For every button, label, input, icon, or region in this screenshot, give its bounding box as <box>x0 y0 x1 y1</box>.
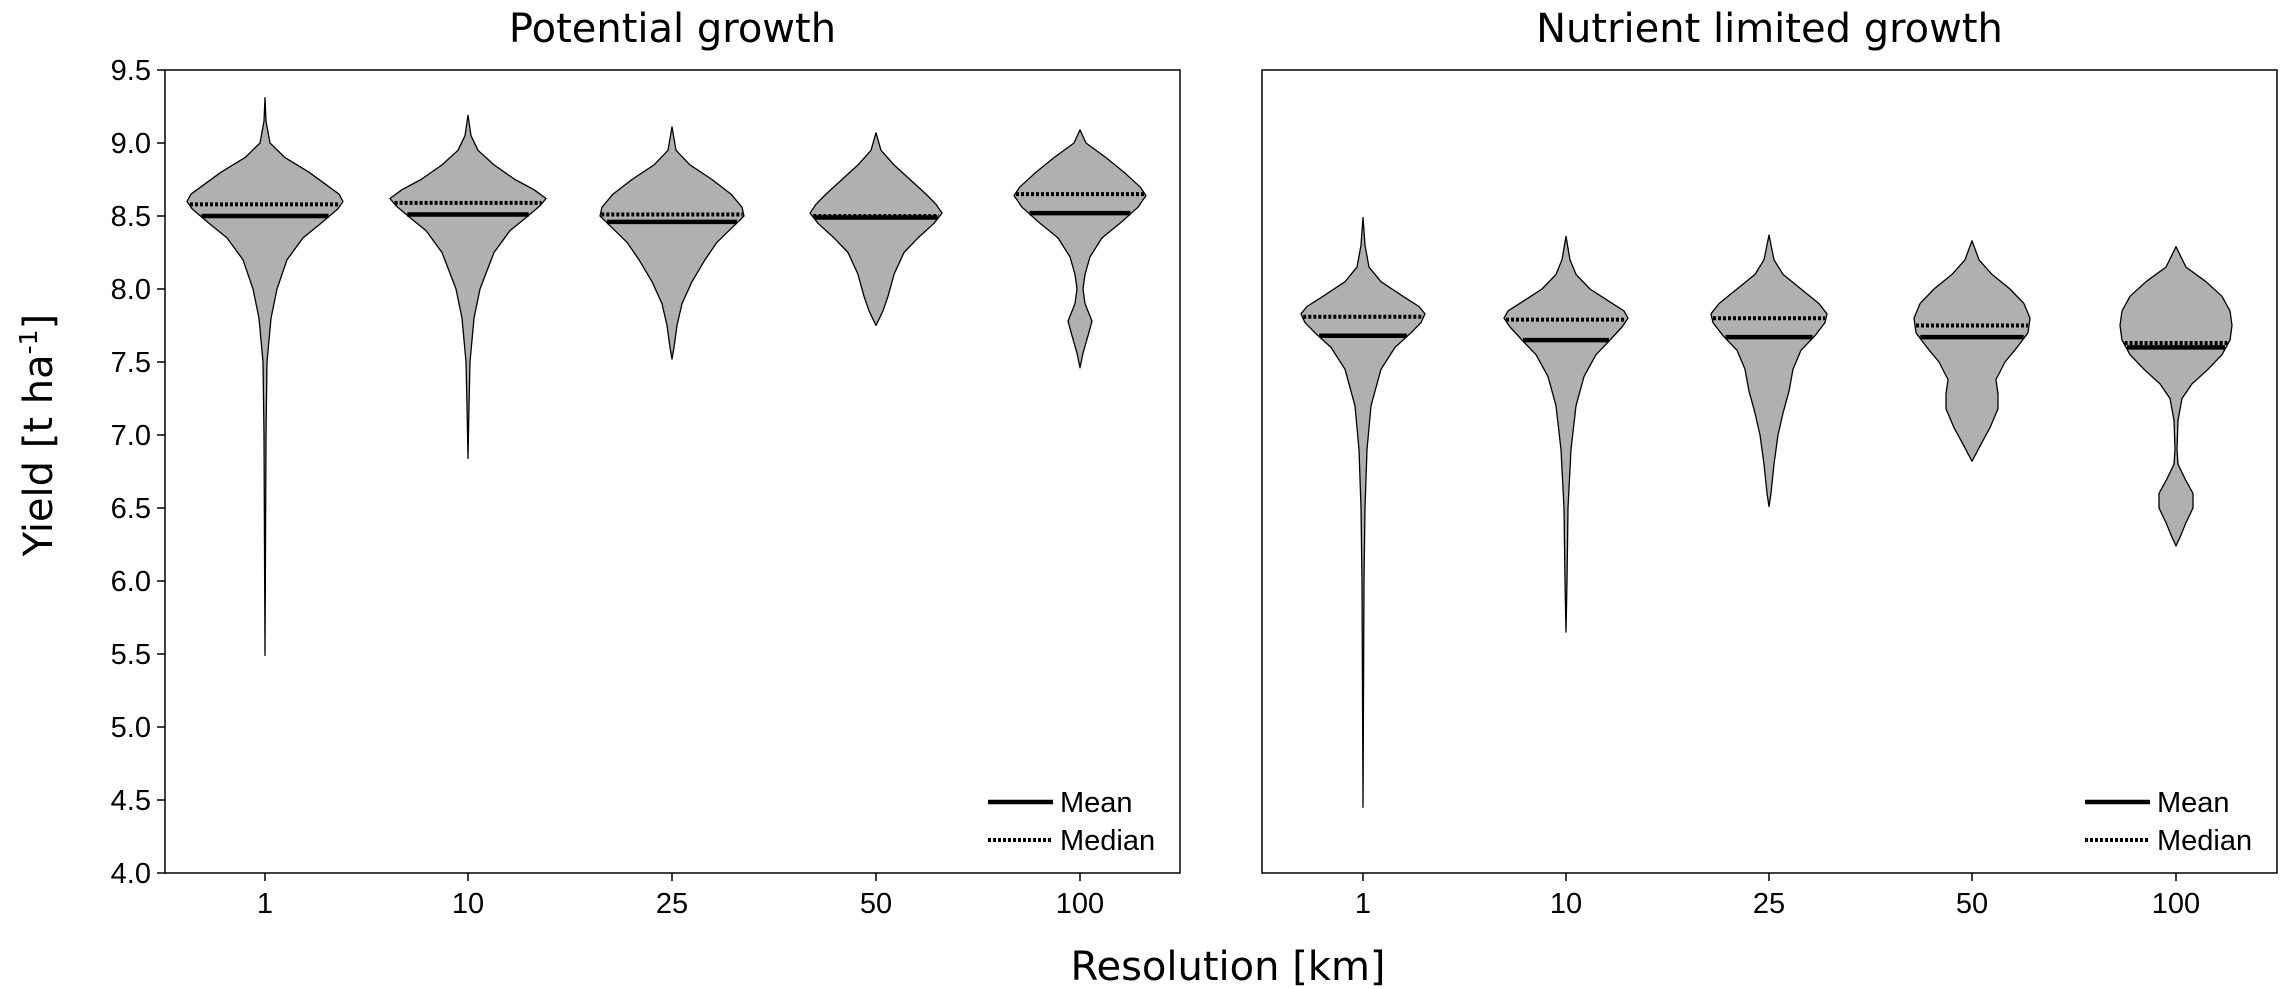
violin-1 <box>1300 216 1426 808</box>
y-axis-label: Yield [t ha-1] <box>14 314 62 557</box>
y-tick-label: 8.5 <box>111 201 151 233</box>
violin-1 <box>186 97 344 657</box>
violin-10 <box>389 114 547 460</box>
panel-1: Potential growth 4.0 4.5 5.0 5.5 6.0 6.5 7.0 7.5… <box>111 6 1181 920</box>
x-tick-label: 50 <box>860 888 892 920</box>
x-tick-label: 50 <box>1956 888 1988 920</box>
x-tick-label: 100 <box>1056 888 1104 920</box>
y-tick-label: 6.5 <box>111 493 151 525</box>
panel-2: Nutrient limited growth 1 10 25 50 100 Mean Med… <box>1261 6 2278 920</box>
violin-100 <box>1013 129 1147 369</box>
y-tick-label: 9.0 <box>111 128 151 160</box>
y-tick-label: 4.0 <box>111 858 151 890</box>
y-tick-label: 9.5 <box>111 55 151 87</box>
x-tick-label: 25 <box>1753 888 1785 920</box>
x-tick-label: 1 <box>1355 888 1371 920</box>
panel-title: Potential growth <box>509 6 836 52</box>
panel-title: Nutrient limited growth <box>1536 6 2003 52</box>
legend-median-label: Median <box>1060 825 1155 857</box>
x-axis-label: Resolution [km] <box>1070 944 1385 989</box>
violin-10 <box>1503 235 1629 633</box>
x-tick-label: 100 <box>2152 888 2200 920</box>
y-tick-label: 5.5 <box>111 639 151 671</box>
legend-median-label: Median <box>2157 825 2252 857</box>
x-tick-label: 10 <box>1550 888 1582 920</box>
violin-25 <box>1710 234 1828 508</box>
legend-mean-label: Mean <box>1060 787 1133 819</box>
violin-50 <box>1913 240 2031 462</box>
x-tick-label: 10 <box>452 888 484 920</box>
x-tick-label: 1 <box>257 888 273 920</box>
violin-50 <box>809 132 943 327</box>
y-tick-label: 4.5 <box>111 785 151 817</box>
y-tick-label: 7.5 <box>111 347 151 379</box>
y-tick-label: 5.0 <box>111 712 151 744</box>
y-tick-label: 8.0 <box>111 274 151 306</box>
x-tick-label: 25 <box>656 888 688 920</box>
y-tick-label: 6.0 <box>111 566 151 598</box>
violin-100 <box>2119 246 2233 547</box>
panels: Potential growth 4.0 4.5 5.0 5.5 6.0 6.5 7.0 7.5… <box>111 6 2278 920</box>
violin-25 <box>599 126 745 360</box>
y-tick-label: 7.0 <box>111 420 151 452</box>
legend-mean-label: Mean <box>2157 787 2230 819</box>
